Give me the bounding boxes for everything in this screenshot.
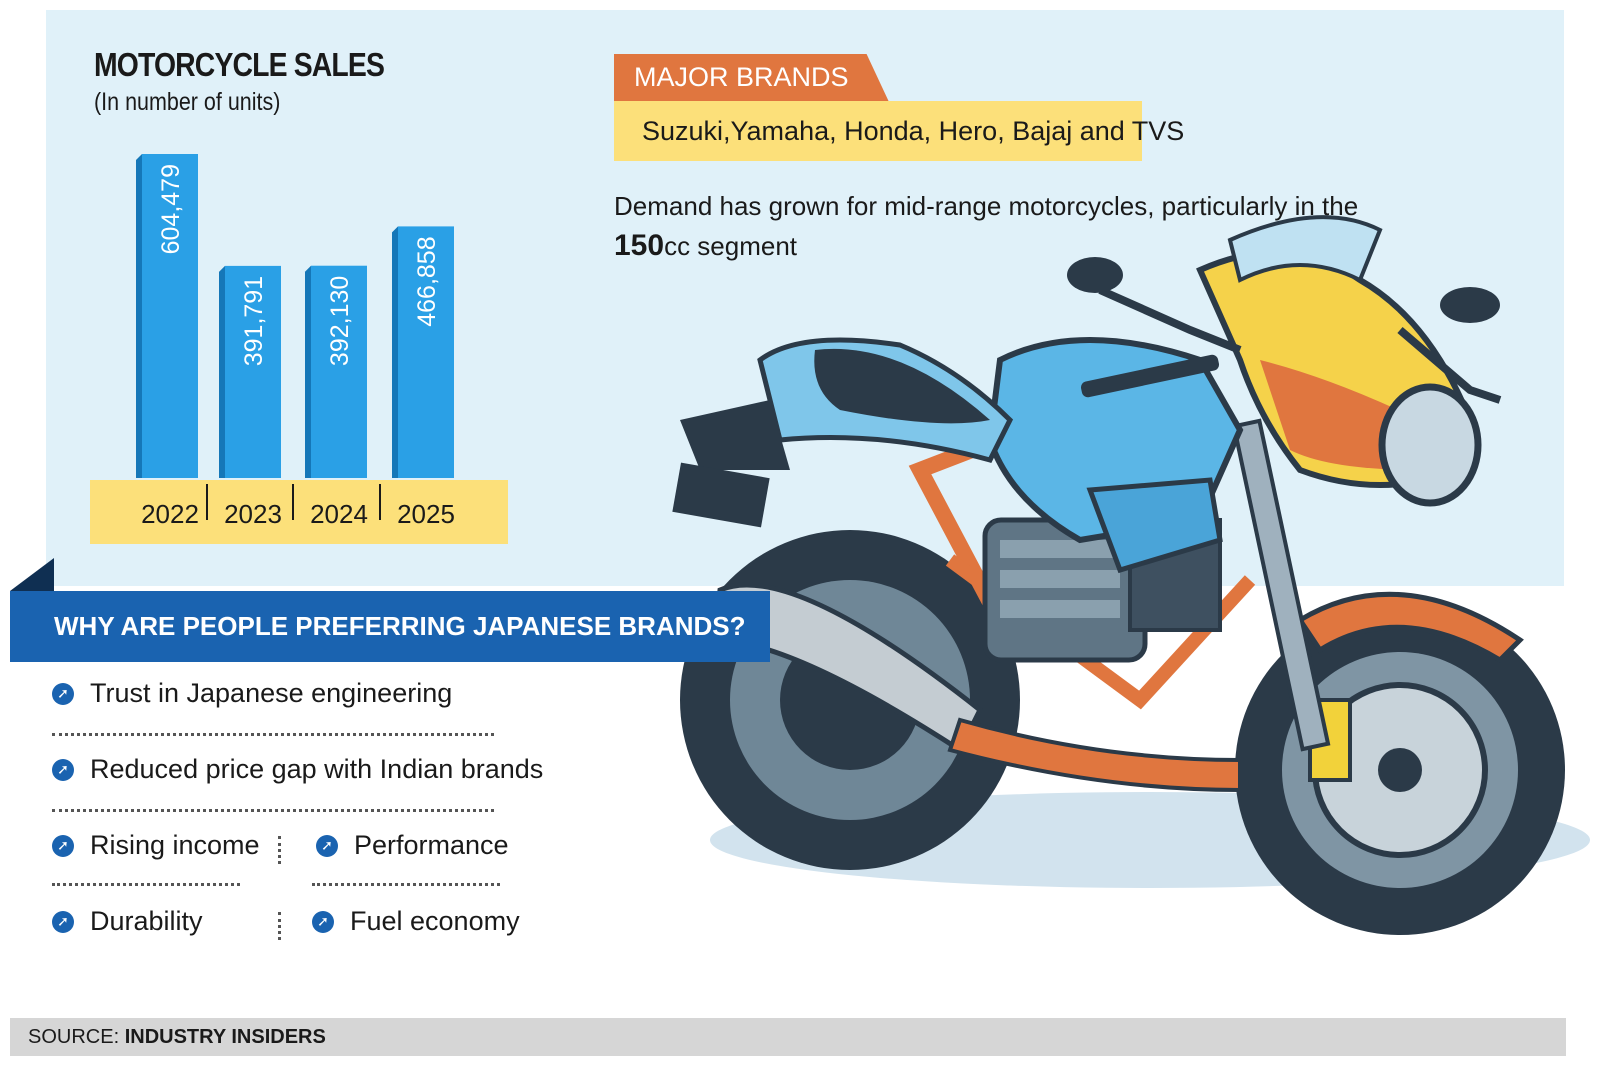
reason-item: ➚ Performance	[316, 830, 509, 861]
major-brands-list: Suzuki,Yamaha, Honda, Hero, Bajaj and TV…	[614, 101, 1184, 161]
divider	[52, 883, 240, 886]
demand-text: Demand has grown for mid-range motorcycl…	[614, 191, 1359, 221]
reason-item: ➚ Durability	[52, 906, 203, 937]
bar-chart: 604,479 2022 391,791 2023 392,130 2024 466,858…	[90, 154, 508, 544]
reason-label: Durability	[90, 906, 203, 936]
arrow-icon: ➚	[312, 910, 334, 933]
reason-item: ➚ Rising income	[52, 830, 260, 861]
demand-text-after: cc segment	[664, 231, 798, 261]
reason-label: Reduced price gap with Indian brands	[90, 754, 544, 784]
x-tick-label: 2023	[224, 499, 282, 529]
x-tick-label: 2025	[397, 499, 455, 529]
arrow-icon: ➚	[52, 834, 74, 857]
bar-value-label: 392,130	[326, 276, 354, 366]
bar-2025	[398, 226, 454, 478]
bar-2023	[225, 265, 281, 478]
divider	[52, 733, 494, 736]
bar-side	[219, 265, 225, 478]
bar-2024	[311, 265, 367, 478]
arrow-icon: ➚	[52, 910, 74, 933]
x-axis-band	[90, 480, 508, 544]
arrow-icon: ➚	[52, 682, 74, 705]
source-note: SOURCE: INDUSTRY INSIDERS	[10, 1018, 1566, 1056]
reason-item: ➚ Reduced price gap with Indian brands	[52, 754, 543, 785]
bar-side	[392, 226, 398, 478]
demand-note: Demand has grown for mid-range motorcycl…	[614, 186, 1374, 266]
chart-title: MOTORCYCLE SALES	[94, 46, 385, 83]
arrow-icon: ➚	[316, 834, 338, 857]
reason-label: Trust in Japanese engineering	[90, 678, 453, 708]
bar-value-label: 604,479	[157, 164, 185, 254]
demand-highlight: 150	[614, 229, 665, 262]
banner-fold	[10, 558, 54, 591]
bar-value-label: 391,791	[240, 276, 268, 366]
why-heading: WHY ARE PEOPLE PREFERRING JAPANESE BRAND…	[10, 591, 770, 662]
chart-subtitle: (In number of units)	[94, 88, 281, 116]
bar-side	[305, 265, 311, 478]
bar-side	[136, 154, 142, 478]
divider	[52, 809, 494, 812]
divider	[312, 883, 500, 886]
x-tick-label: 2024	[310, 499, 368, 529]
divider	[278, 836, 281, 864]
source-label: SOURCE:	[28, 1026, 120, 1048]
reason-label: Rising income	[90, 830, 260, 860]
reason-label: Fuel economy	[350, 906, 520, 936]
x-tick-label: 2022	[141, 499, 199, 529]
bar-value-label: 466,858	[413, 236, 441, 326]
bar-2022	[142, 154, 198, 478]
major-brands-tag: MAJOR BRANDS	[614, 54, 889, 101]
divider	[278, 912, 281, 940]
reason-label: Performance	[354, 830, 509, 860]
arrow-icon: ➚	[52, 758, 74, 781]
source-value: INDUSTRY INSIDERS	[124, 1026, 326, 1048]
reason-item: ➚ Trust in Japanese engineering	[52, 678, 452, 709]
reason-item: ➚ Fuel economy	[312, 906, 520, 937]
